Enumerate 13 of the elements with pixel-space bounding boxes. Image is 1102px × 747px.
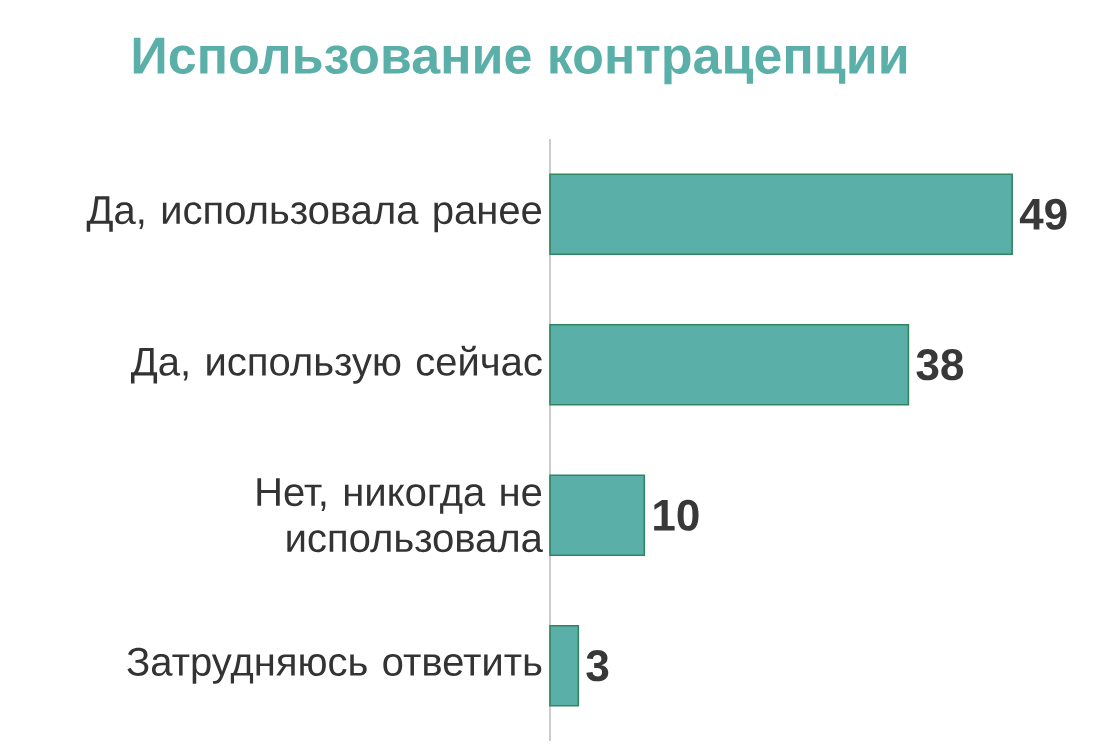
bar [549, 474, 646, 557]
bar [549, 173, 1013, 256]
bar [549, 323, 910, 406]
data-label: 10 [654, 499, 699, 531]
y-tick-label: Нет, никогда не использовала [257, 478, 543, 553]
data-label: 38 [916, 349, 964, 381]
y-tick-label: Затрудняюсь ответить [127, 647, 542, 684]
bar [549, 624, 580, 707]
data-label: 49 [1019, 198, 1067, 230]
y-tick-label: Да, использую сейчас [130, 345, 542, 384]
data-label: 3 [586, 650, 609, 682]
y-tick-label: Да, использовала ранее [86, 196, 542, 233]
chart-title: Использование контрацепции [133, 37, 907, 85]
